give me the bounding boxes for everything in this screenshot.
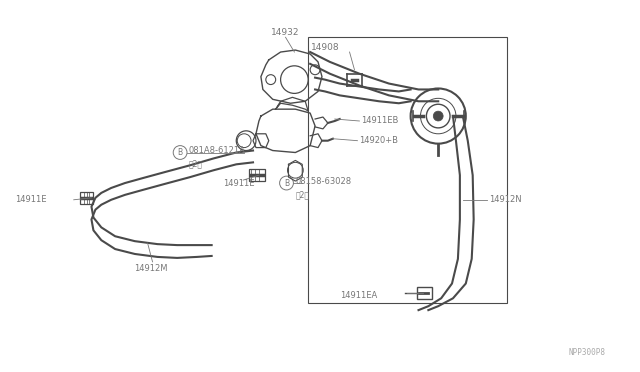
Bar [417,288,432,299]
Text: 08158-63028: 08158-63028 [296,177,351,186]
Text: 14911E: 14911E [223,179,255,187]
Text: NPP300P8: NPP300P8 [569,348,605,357]
Text: B: B [177,148,182,157]
Text: 14908: 14908 [311,43,340,52]
Text: （2）: （2） [296,190,309,199]
Text: 14912N: 14912N [490,195,522,204]
Text: 14912M: 14912M [134,264,167,273]
Bar [308,37,507,303]
Text: （2）: （2） [189,160,203,169]
Text: B: B [284,179,289,187]
Bar [249,169,265,181]
Text: 081A8-6121A: 081A8-6121A [189,146,246,155]
Circle shape [433,111,443,121]
Text: 14932: 14932 [271,28,300,37]
Text: 14911EA: 14911EA [340,291,377,300]
Bar [79,192,93,204]
Text: 14920+B: 14920+B [360,136,399,145]
Text: 14911EB: 14911EB [362,116,399,125]
Text: 14911E: 14911E [15,195,46,204]
